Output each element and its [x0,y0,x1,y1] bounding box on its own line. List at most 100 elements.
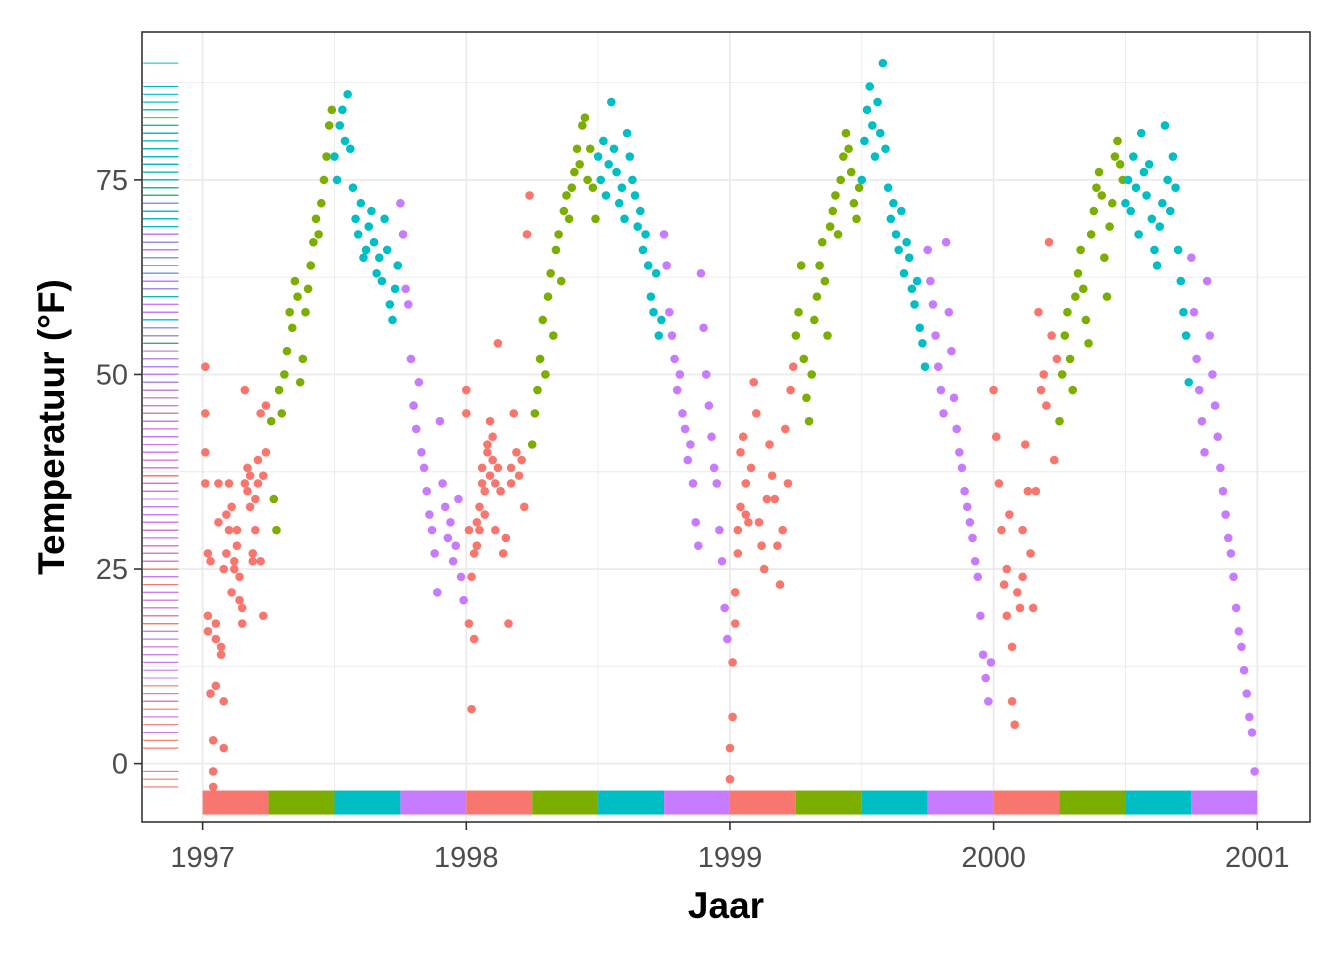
data-point [398,230,408,239]
data-point [775,580,785,589]
data-point [269,494,279,504]
season-band-block [268,790,335,815]
data-point [928,300,938,309]
data-point [991,432,1001,442]
season-band-block [795,790,862,815]
data-point [432,588,442,597]
data-point [301,307,310,317]
data-point [477,463,487,473]
data-point [723,634,732,644]
data-point [538,315,548,325]
data-point [1210,401,1220,410]
data-point [1060,331,1070,340]
data-point [251,525,260,535]
plot-panel [142,32,1310,822]
data-point [227,502,236,512]
data-point [493,463,503,473]
data-point [733,525,743,535]
data-point [214,479,223,488]
data-point [694,541,703,550]
data-point [701,370,711,379]
data-point [828,206,838,216]
data-point [219,697,229,706]
data-point [572,144,582,154]
data-point [791,331,801,340]
data-point [485,471,495,480]
data-point [467,704,476,714]
data-point [222,549,231,558]
data-point [749,377,758,387]
data-point [675,370,685,379]
data-point [1034,307,1043,317]
data-point [815,261,824,270]
data-point [1121,198,1130,208]
data-point [852,214,861,224]
data-point [926,276,935,286]
data-point [955,447,964,457]
data-point [382,245,392,255]
data-point [306,261,316,270]
data-point [1216,463,1225,473]
data-point [728,658,737,667]
data-point [699,323,708,333]
data-point [1018,525,1027,535]
data-point [1105,222,1114,231]
data-point [501,533,511,543]
data-point [245,471,255,480]
data-point [667,331,677,340]
data-point [216,650,226,659]
data-point [525,191,534,200]
data-point [891,230,901,239]
data-point [467,572,476,582]
data-point [1094,167,1104,177]
data-point [1194,385,1204,395]
data-point [208,767,218,776]
data-point [295,377,305,387]
data-point [243,486,252,496]
data-point [728,712,737,722]
data-point [440,502,450,512]
data-point [1179,307,1188,317]
data-point [960,486,969,496]
data-point [984,697,993,706]
data-point [224,525,234,535]
data-point [475,525,484,535]
data-point [549,331,558,340]
data-point [962,502,972,512]
data-point [237,619,247,628]
data-point [970,556,980,566]
data-point [1234,627,1244,636]
data-point [585,144,595,154]
data-point [261,401,271,410]
data-point [216,642,226,652]
data-point [804,416,814,426]
data-point [704,401,714,410]
data-point [459,595,468,605]
data-point [496,486,505,496]
data-point [219,564,229,574]
data-point [417,447,426,457]
y-axis-title: Temperatuur (°F) [31,279,72,575]
data-point [915,323,925,333]
data-point [657,315,666,325]
data-point [839,152,848,161]
data-point [377,276,387,286]
data-point [472,541,482,550]
data-point [691,518,700,527]
data-point [593,152,603,161]
data-point [620,214,629,224]
data-point [825,222,835,231]
data-point [393,261,403,270]
data-point [783,479,793,488]
data-point [1026,549,1035,558]
data-point [607,97,616,107]
data-point [491,525,500,535]
data-point [237,603,247,613]
data-point [322,152,331,161]
data-point [912,276,922,286]
data-point [646,292,656,301]
data-point [287,323,297,333]
data-point [736,502,745,512]
data-point [203,549,213,558]
data-point [757,541,766,550]
